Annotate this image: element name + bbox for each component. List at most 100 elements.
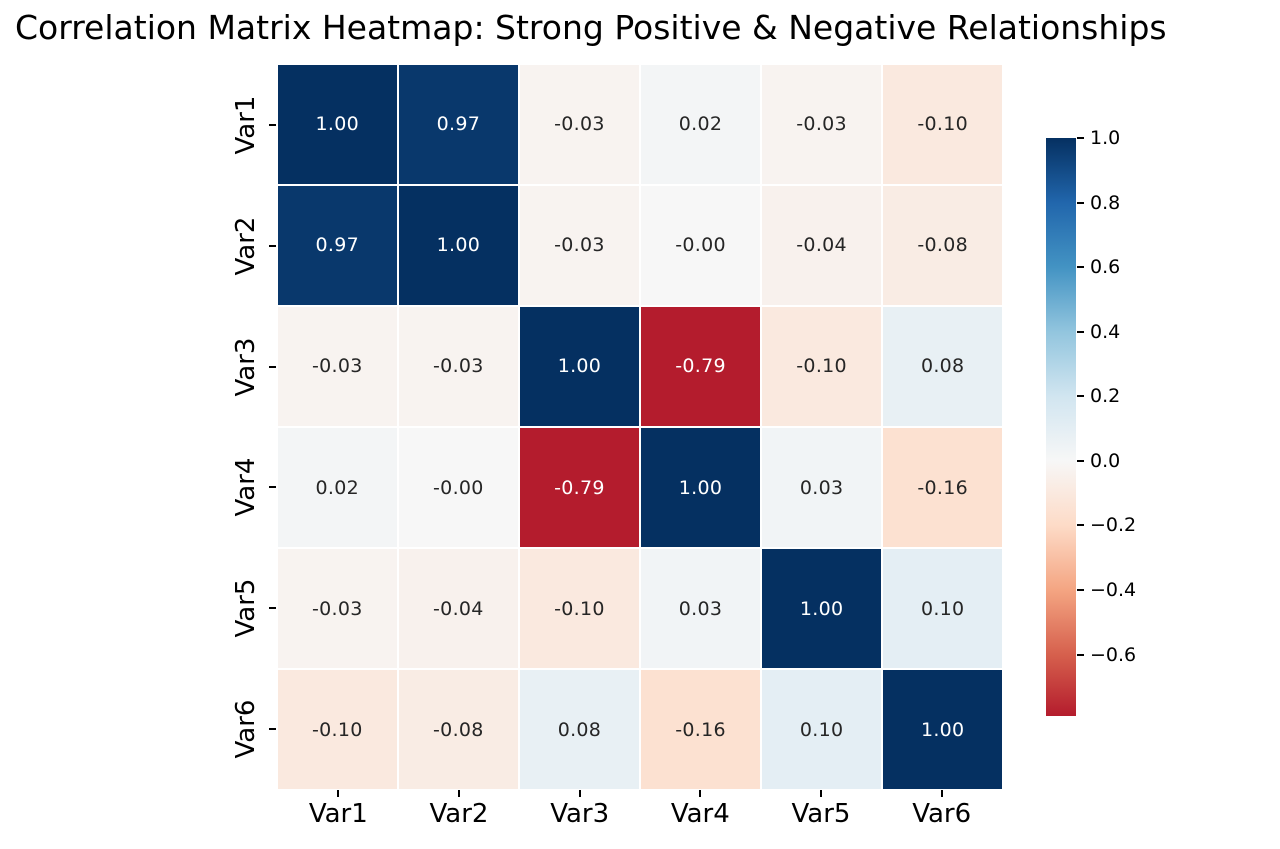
heatmap-cell: -0.10 (520, 549, 639, 668)
cell-value: -0.03 (554, 234, 605, 257)
heatmap-cell: -0.10 (883, 65, 1002, 184)
heatmap-cell: 0.10 (762, 670, 881, 789)
heatmap-cell: 1.00 (520, 307, 639, 426)
cell-value: 0.10 (920, 597, 965, 620)
cell-value: -0.10 (554, 597, 605, 620)
heatmap-cell: -0.03 (278, 549, 397, 668)
colorbar-tick-label: 0.6 (1090, 256, 1121, 279)
y-axis-tick-label: Var5 (231, 578, 261, 638)
heatmap-cell: -0.03 (520, 186, 639, 305)
x-axis-tick-mark (578, 790, 581, 797)
colorbar-tick-label: 1.0 (1090, 127, 1121, 149)
colorbar-tick-mark (1077, 589, 1084, 592)
cell-value: -0.08 (433, 718, 484, 741)
heatmap-cell: -0.03 (399, 307, 518, 426)
heatmap-cell: 1.00 (641, 428, 760, 547)
x-axis-tick-label: Var4 (670, 799, 730, 829)
heatmap-cell: 1.00 (762, 549, 881, 668)
colorbar-tick-label: −0.4 (1090, 579, 1137, 602)
cell-value: -0.00 (675, 234, 726, 257)
heatmap-cell: 1.00 (399, 186, 518, 305)
cell-value: -0.03 (433, 355, 484, 378)
heatmap-cell: 0.02 (278, 428, 397, 547)
colorbar-tick-label: −0.2 (1090, 514, 1137, 537)
colorbar-tick-mark (1077, 395, 1084, 398)
heatmap-cell: -0.08 (883, 186, 1002, 305)
cell-value: -0.16 (675, 718, 726, 741)
y-axis-tick-mark (269, 365, 276, 368)
x-axis-tick-mark (337, 790, 340, 797)
cell-value: -0.10 (796, 355, 847, 378)
cell-value: 0.10 (799, 718, 844, 741)
cell-value: -0.00 (433, 476, 484, 499)
x-axis-tick-mark (458, 790, 460, 797)
heatmap-cell: 0.08 (520, 670, 639, 789)
y-axis-tick-label: Var2 (231, 216, 261, 276)
cell-value: 0.97 (315, 234, 360, 257)
y-axis-tick-mark (269, 245, 276, 247)
heatmap-cell: -0.08 (399, 670, 518, 789)
heatmap-cell: 0.08 (883, 307, 1002, 426)
heatmap-cell: 0.03 (762, 428, 881, 547)
colorbar-tick-mark (1077, 653, 1084, 656)
heatmap-cell: -0.16 (883, 428, 1002, 547)
cell-value: -0.03 (796, 113, 847, 136)
colorbar-tick-label: 0.4 (1090, 320, 1121, 343)
x-axis-tick-mark (940, 790, 943, 797)
x-axis-tick-label: Var6 (912, 799, 972, 829)
cell-value: -0.03 (311, 355, 363, 378)
heatmap-cell: -0.03 (278, 307, 397, 426)
cell-value: 1.00 (920, 718, 965, 741)
x-axis-tick-label: Var3 (550, 799, 610, 829)
colorbar-tick-label: 0.8 (1090, 191, 1121, 214)
x-axis-tick-label: Var2 (429, 799, 489, 829)
cell-value: 1.00 (436, 234, 481, 257)
colorbar-tick-mark (1077, 201, 1084, 204)
x-axis-tick-mark (699, 790, 702, 797)
heatmap-cell: 1.00 (278, 65, 397, 184)
colorbar-tick-label: −0.6 (1090, 643, 1137, 666)
heatmap-cell: -0.03 (762, 65, 881, 184)
y-axis-tick-label: Var1 (231, 95, 261, 155)
cell-value: -0.10 (311, 718, 363, 741)
y-axis-tick-label: Var3 (231, 337, 261, 397)
colorbar-tick-label: 0.2 (1090, 385, 1121, 408)
colorbar-tick-mark (1077, 330, 1084, 333)
heatmap-cell: 0.10 (883, 549, 1002, 668)
y-axis-tick-label: Var4 (231, 457, 261, 517)
cell-value: -0.03 (311, 597, 363, 620)
cell-value: -0.03 (554, 113, 605, 136)
cell-value: 1.00 (315, 113, 360, 136)
cell-value: -0.10 (917, 113, 969, 136)
heatmap-cell: -0.10 (762, 307, 881, 426)
heatmap-cell: -0.79 (520, 428, 639, 547)
heatmap-cell: -0.16 (641, 670, 760, 789)
cell-value: 0.02 (315, 476, 360, 499)
colorbar-tick-mark (1077, 524, 1084, 527)
heatmap-cell: -0.04 (762, 186, 881, 305)
y-axis-tick-mark (269, 486, 276, 489)
cell-value: 0.03 (678, 597, 723, 620)
cell-value: 0.02 (678, 113, 723, 136)
colorbar-tick-label: 0.0 (1090, 449, 1121, 472)
heatmap-cell: 1.00 (883, 670, 1002, 789)
cell-value: 0.03 (799, 476, 844, 499)
x-axis-tick-label: Var5 (791, 799, 851, 829)
y-axis-tick-label: Var6 (231, 699, 261, 759)
heatmap-cell: -0.03 (520, 65, 639, 184)
y-axis-tick-mark (269, 727, 276, 730)
cell-value: -0.08 (917, 234, 969, 257)
cell-value: 0.08 (557, 718, 602, 741)
heatmap: 1.00 0.97 -0.03 0.02 -0.03 -0.10 0.97 1.00 -0.03… (278, 65, 1002, 789)
cell-value: -0.16 (917, 476, 969, 499)
heatmap-cell: 0.97 (278, 186, 397, 305)
heatmap-cell: 0.97 (399, 65, 518, 184)
cell-value: 1.00 (678, 476, 723, 499)
colorbar-tick-mark (1077, 459, 1084, 462)
y-axis-tick-mark (269, 124, 276, 127)
chart-title: Correlation Matrix Heatmap: Strong Posit… (15, 8, 1167, 47)
cell-value: 1.00 (557, 355, 602, 378)
heatmap-cell: 0.03 (641, 549, 760, 668)
heatmap-cell: -0.10 (278, 670, 397, 789)
